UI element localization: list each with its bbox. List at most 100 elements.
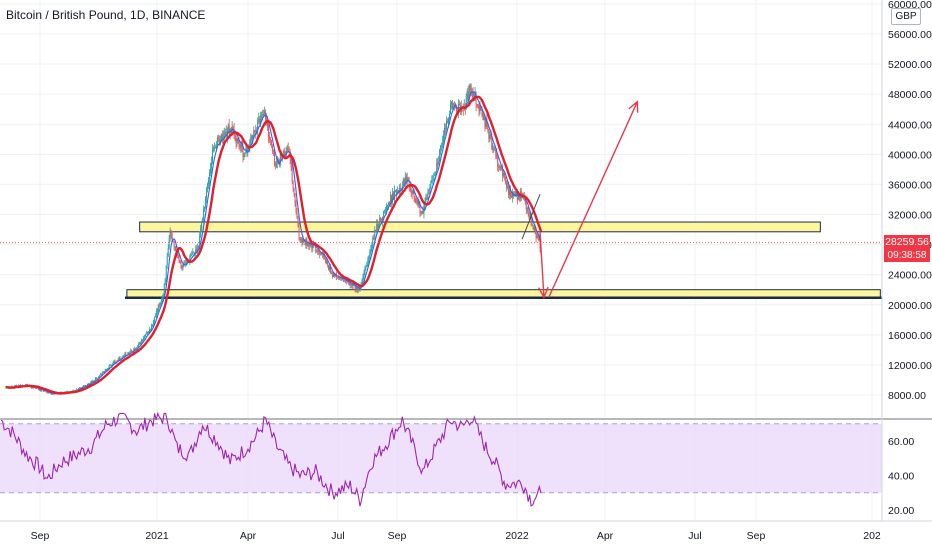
candle-body bbox=[185, 261, 187, 265]
candle-body bbox=[109, 365, 111, 367]
candle-body bbox=[286, 147, 288, 149]
candle-body bbox=[392, 192, 394, 200]
candle-body bbox=[445, 127, 447, 129]
candle-body bbox=[269, 136, 271, 140]
candle-body bbox=[381, 220, 383, 222]
candle-body bbox=[368, 256, 370, 260]
time-tick-label: Sep bbox=[31, 530, 50, 542]
candle-body bbox=[121, 357, 123, 359]
candle-body bbox=[119, 357, 121, 360]
candle-body bbox=[249, 140, 251, 148]
time-tick-label: Apr bbox=[240, 530, 257, 542]
candle-body bbox=[97, 376, 99, 379]
candle-body bbox=[213, 147, 215, 149]
candle-body bbox=[533, 227, 535, 230]
candle-body bbox=[299, 238, 301, 240]
candle-body bbox=[452, 106, 454, 109]
candle-body bbox=[402, 179, 404, 186]
candle-body bbox=[270, 139, 272, 146]
rsi-tick-label: 40.00 bbox=[888, 471, 914, 483]
candle-body bbox=[332, 274, 334, 278]
time-tick-label: 202 bbox=[863, 530, 881, 542]
candle-body bbox=[387, 204, 389, 207]
candle-body bbox=[167, 248, 169, 257]
candle-body bbox=[90, 381, 92, 383]
candle-body bbox=[173, 241, 175, 248]
time-tick-label: Jul bbox=[331, 530, 344, 542]
candle-body bbox=[416, 203, 418, 205]
candle-body bbox=[178, 256, 180, 263]
candle-body bbox=[223, 133, 225, 135]
candle-body bbox=[84, 385, 86, 387]
candle-body bbox=[508, 186, 510, 195]
candle-body bbox=[221, 134, 223, 142]
candle-body bbox=[106, 368, 108, 371]
candle-body bbox=[527, 208, 529, 213]
candle-body bbox=[157, 305, 159, 310]
candle-body bbox=[252, 135, 254, 139]
candle-body bbox=[143, 337, 145, 340]
price-axis: 8000.00 12000.00 16000.00 20000.00 24000.00 2… bbox=[881, 0, 932, 521]
candle-body bbox=[38, 389, 40, 391]
candle-body bbox=[142, 339, 144, 341]
candle-body bbox=[489, 134, 491, 139]
candle-body bbox=[413, 190, 415, 197]
candle-body bbox=[257, 120, 259, 131]
candle-body bbox=[147, 331, 149, 334]
candle-body bbox=[504, 173, 506, 177]
candle-body bbox=[502, 169, 504, 176]
candle-body bbox=[207, 184, 209, 189]
candle-body bbox=[293, 188, 295, 194]
candle-body bbox=[295, 203, 297, 213]
candle-body bbox=[15, 385, 17, 387]
candle-body bbox=[116, 360, 118, 362]
price-tick-label: 8000.00 bbox=[888, 390, 926, 402]
candle-body bbox=[227, 125, 229, 133]
candle-body bbox=[92, 380, 94, 383]
candle-body bbox=[422, 210, 424, 214]
candle-body bbox=[532, 224, 534, 230]
candle-body bbox=[466, 91, 468, 97]
candle-body bbox=[434, 174, 436, 176]
candle-body bbox=[164, 278, 166, 286]
candle-body bbox=[432, 179, 434, 181]
candle-body bbox=[160, 300, 162, 303]
candle-body bbox=[343, 280, 345, 282]
candle-body bbox=[359, 288, 361, 291]
candle-body bbox=[205, 198, 207, 207]
candle-body bbox=[453, 103, 455, 107]
candle-body bbox=[495, 149, 497, 154]
candle-body bbox=[300, 239, 302, 240]
candle-body bbox=[48, 392, 50, 394]
candle-body bbox=[322, 254, 324, 256]
candle-body bbox=[451, 101, 453, 109]
candle-body bbox=[193, 252, 195, 254]
candle-body bbox=[506, 182, 508, 188]
candle-body bbox=[197, 247, 199, 253]
candle-body bbox=[261, 114, 263, 116]
candle-body bbox=[479, 106, 481, 112]
candle-body bbox=[118, 357, 120, 361]
time-axis: Sep 2021 Apr Jul Sep 2022 Apr Jul Sep 202 bbox=[0, 520, 932, 542]
arrow-head bbox=[537, 286, 549, 299]
candle-body bbox=[275, 163, 277, 166]
candle-body bbox=[139, 342, 141, 345]
rsi-axis: 20.00 40.00 60.00 bbox=[888, 436, 914, 517]
candle-body bbox=[83, 385, 85, 387]
candle-body bbox=[470, 85, 472, 91]
candle-body bbox=[417, 200, 419, 205]
candle-body bbox=[481, 109, 483, 116]
candle-body bbox=[444, 127, 446, 135]
candle-body bbox=[182, 264, 184, 269]
candle-body bbox=[276, 160, 278, 164]
candle-body bbox=[146, 333, 148, 335]
candle-body bbox=[449, 104, 451, 115]
currency-button[interactable]: GBP bbox=[891, 8, 921, 25]
candle-body bbox=[478, 104, 480, 112]
candle-body bbox=[31, 387, 33, 389]
candle-body bbox=[108, 365, 110, 369]
candle-body bbox=[174, 246, 176, 248]
candle-body bbox=[308, 243, 310, 246]
candle-body bbox=[370, 248, 372, 252]
